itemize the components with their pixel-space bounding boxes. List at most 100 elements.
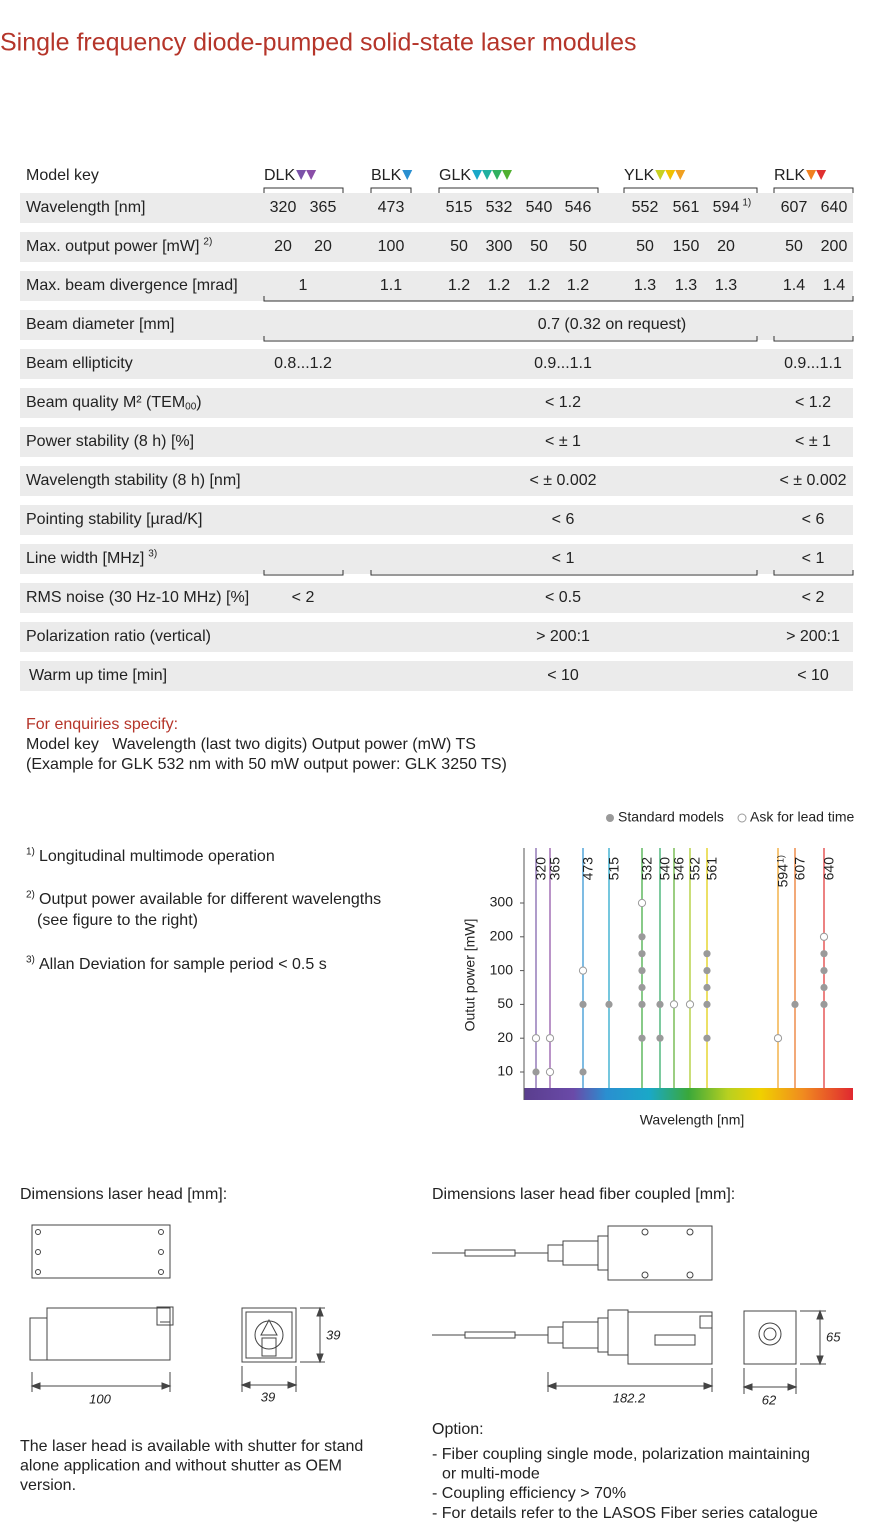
enquiry-heading: For enquiries specify: (26, 716, 178, 733)
footnote-text: Longitudinal multimode operation (39, 848, 275, 865)
cell: 320 (270, 199, 297, 216)
section-title: Dimensions laser head fiber coupled [mm]… (432, 1186, 735, 1203)
y-tick-label: 50 (497, 995, 513, 1011)
data-point (532, 1068, 540, 1076)
row-label: Beam quality M² (TEM (26, 394, 185, 411)
cell: 515 (446, 199, 473, 216)
cell: < 1 (802, 550, 825, 567)
cell: < 0.5 (545, 589, 581, 606)
bracket-line (263, 296, 854, 302)
cell: 20 (274, 238, 292, 255)
model-group: RLK (774, 167, 805, 184)
bracket-line (263, 570, 344, 576)
data-point (638, 983, 646, 992)
wavelength-label: 320 (533, 857, 549, 881)
wavelength-label: 594 (775, 864, 791, 888)
cell: < ± 0.002 (779, 472, 846, 489)
data-point (637, 898, 647, 908)
bracket-line (263, 336, 758, 342)
row-band (20, 427, 853, 457)
row-label: Beam diameter [mm] (26, 316, 174, 333)
cell: 20 (314, 238, 332, 255)
data-point (638, 1000, 646, 1009)
cell: 1 (299, 277, 308, 294)
cell: 1.4 (783, 277, 805, 294)
cell: 50 (530, 238, 548, 255)
data-point (656, 1000, 664, 1009)
cell: 1.3 (715, 277, 737, 294)
wavelength-label: 540 (657, 857, 673, 881)
cell: 200 (821, 238, 848, 255)
data-point (545, 1034, 555, 1043)
option-title: Option: (432, 1421, 484, 1438)
row-band (20, 661, 853, 691)
cell: 1.2 (448, 277, 470, 294)
color-triangle (816, 170, 827, 180)
cell: 0.9...1.1 (534, 355, 592, 372)
wavelength-label: 561 (704, 857, 720, 881)
cell: < 1.2 (795, 394, 831, 411)
data-point (791, 1000, 799, 1009)
data-point (703, 1034, 711, 1042)
cell: < 1 (552, 550, 575, 567)
wavelength-label: 532 (639, 857, 655, 881)
drawing (31, 1224, 171, 1279)
row-band (20, 349, 853, 379)
cell: 546 (565, 199, 592, 216)
footnotes: 1) Longitudinal multimode operation 2) Outp… (26, 847, 381, 974)
data-point (703, 983, 711, 992)
cell: 0.8...1.2 (274, 355, 332, 372)
footnote-mark: 1) (742, 198, 751, 209)
cell: < 1.2 (545, 394, 581, 411)
data-point (656, 1034, 664, 1042)
color-triangle (296, 170, 307, 180)
label-subscript: 00 (185, 402, 197, 413)
color-triangle (472, 170, 483, 180)
cell: 473 (378, 199, 405, 216)
dimension-label: 39 (326, 1327, 340, 1342)
spec-table: Model key DLK BLK GLK YLK RLK Wavelength [nm] 3… (20, 167, 854, 691)
wavelength-label: 473 (580, 857, 596, 881)
data-point (669, 1000, 679, 1009)
cell: > 200:1 (786, 628, 840, 645)
row-band (20, 271, 853, 301)
wavelength-label: 515 (606, 857, 622, 881)
cell: 1.2 (528, 277, 550, 294)
dimension-label: 39 (261, 1389, 275, 1404)
cell: 1.2 (567, 277, 589, 294)
row-band (20, 505, 853, 535)
color-triangle (402, 170, 413, 180)
data-point (531, 1034, 541, 1043)
footnote-mark: 1) (26, 847, 35, 858)
y-tick-label: 20 (497, 1029, 513, 1045)
row-label: Max. output power [mW] (26, 238, 199, 255)
bracket-line (263, 187, 344, 193)
drawing (432, 1309, 714, 1392)
cell: < 6 (802, 511, 825, 528)
row-label: Pointing stability [µrad/K] (26, 511, 202, 528)
footnote-mark: 3) (148, 549, 157, 560)
row-label: RMS noise (30 Hz-10 MHz) [%] (26, 589, 249, 606)
model-group: GLK (439, 167, 471, 184)
dimension-drawings: 100 39 39 182.2 62 65 (29, 1224, 841, 1407)
y-axis-title: Outut power [mW] (462, 919, 478, 1032)
y-tick-label: 300 (490, 894, 514, 910)
y-tick-label: 100 (490, 961, 514, 977)
dimension-label: 65 (826, 1329, 841, 1344)
footnote-text: Output power available for different wav… (39, 891, 381, 908)
color-triangle (806, 170, 817, 180)
wavelength-label: 365 (547, 857, 563, 881)
data-point (685, 1000, 695, 1009)
option-line: - Fiber coupling single mode, polarizati… (432, 1446, 810, 1463)
bracket-line (438, 187, 599, 193)
caption-line: version. (20, 1477, 76, 1494)
section-title: Dimensions laser head [mm]: (20, 1186, 227, 1203)
dimension-label: 100 (89, 1391, 111, 1406)
footnote-mark: 2) (203, 237, 212, 248)
drawing (240, 1306, 325, 1392)
cell: < ± 1 (795, 433, 831, 450)
data-point (638, 933, 646, 941)
row-band (20, 466, 853, 496)
model-group: YLK (624, 167, 655, 184)
row-label: Warm up time [min] (29, 667, 167, 684)
